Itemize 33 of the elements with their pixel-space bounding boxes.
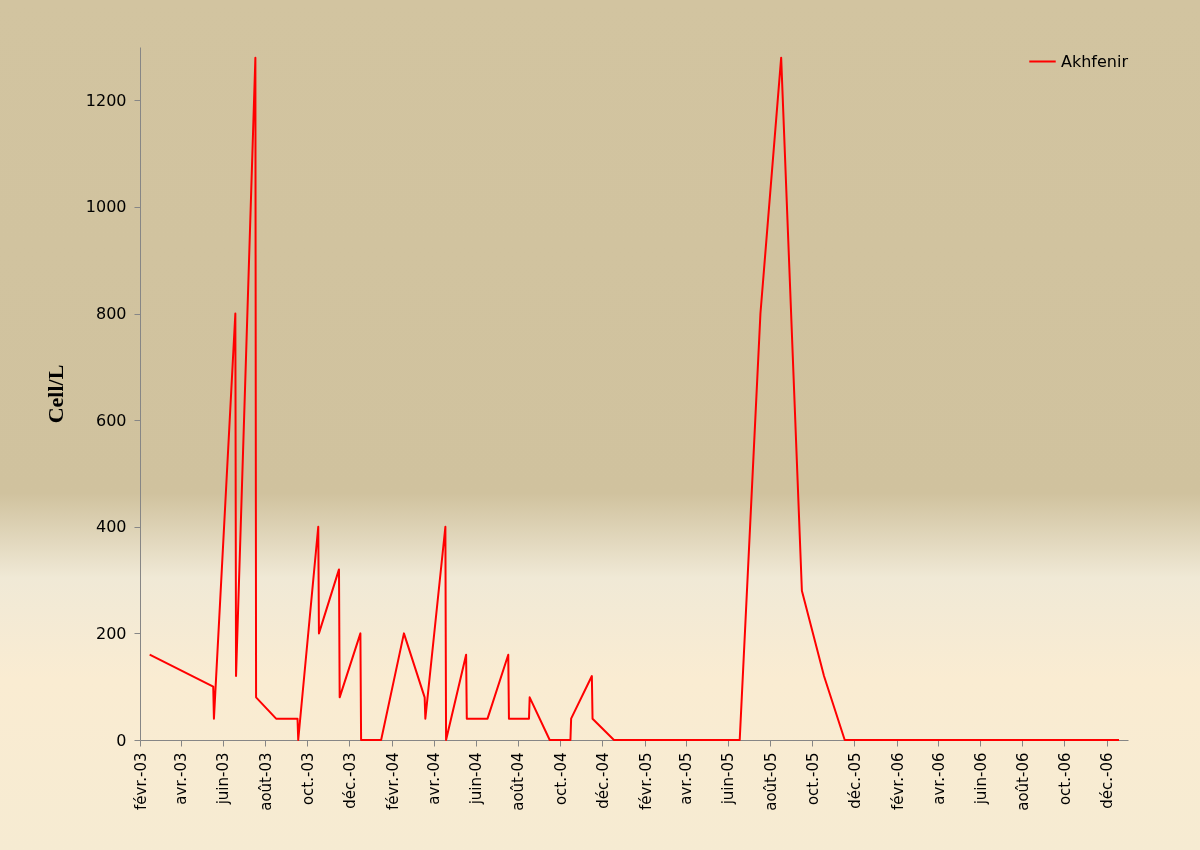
x-tick-label: août-03	[256, 752, 275, 811]
x-tick-label: août-05	[761, 752, 780, 811]
x-tick-label: oct.-05	[803, 752, 822, 806]
x-tick-label: févr.-03	[131, 752, 150, 810]
x-tick-label: avr.-06	[929, 752, 948, 805]
x-tick-label: déc.-06	[1098, 752, 1117, 809]
x-tick-label: avr.-04	[425, 752, 444, 805]
x-tick-label: févr.-05	[636, 752, 655, 810]
y-tick-label: 0	[116, 730, 127, 750]
x-tick-label: févr.-06	[888, 752, 907, 810]
x-tick-label: juin-04	[467, 752, 486, 806]
x-tick-label: oct.-03	[298, 752, 317, 806]
x-tick-label: juin-06	[971, 752, 990, 806]
y-tick-label: 600	[95, 410, 127, 430]
x-tick-label: févr.-04	[383, 752, 402, 810]
y-tick-label: 800	[95, 304, 127, 324]
x-tick-label: déc.-04	[593, 752, 612, 809]
y-tick-label: 1200	[85, 90, 127, 110]
x-tick-label: juin-03	[214, 752, 233, 806]
x-tick-label: août-06	[1013, 752, 1032, 811]
y-tick-label: 200	[95, 623, 127, 643]
x-tick-label: déc.-05	[845, 752, 864, 809]
x-tick-label: oct.-06	[1055, 752, 1074, 806]
x-tick-label: avr.-03	[172, 752, 191, 805]
y-tick-label: 400	[95, 517, 127, 537]
legend-label: Akhfenir	[1061, 51, 1129, 71]
y-axis-title: Cell/L	[42, 364, 68, 424]
x-tick-label: déc.-03	[340, 752, 359, 809]
y-tick-label: 1000	[85, 197, 127, 217]
x-tick-label: juin-05	[719, 752, 738, 806]
x-tick-label: avr.-05	[677, 752, 696, 805]
x-tick-label: août-04	[509, 752, 528, 811]
x-tick-label: oct.-04	[551, 752, 570, 806]
